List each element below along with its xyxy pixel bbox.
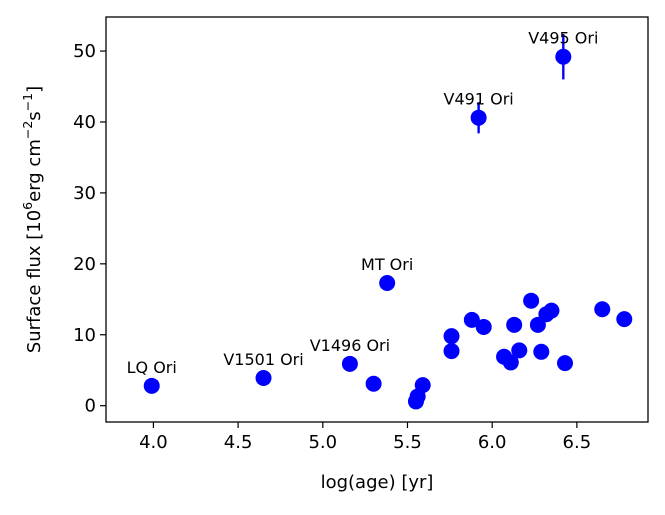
data-point <box>523 292 540 309</box>
data-point <box>443 328 460 345</box>
y-label-sup-3: −1 <box>20 93 35 111</box>
point-annotation-label: V1496 Ori <box>310 336 390 355</box>
x-tick-label: 5.5 <box>393 432 422 453</box>
data-point <box>506 316 523 333</box>
y-tick-label: 0 <box>85 396 96 417</box>
point-annotation-label: V495 Ori <box>528 29 598 48</box>
data-marks <box>143 34 633 410</box>
y-tick-label: 10 <box>73 325 96 346</box>
data-point <box>502 354 519 371</box>
x-tick-label: 6.0 <box>478 432 507 453</box>
plot-frame <box>105 16 649 423</box>
y-axis-ticks: 0 10 20 30 40 50 <box>73 41 106 417</box>
point-annotations: LQ Ori V1501 Ori V1496 Ori MT Ori V491 Ori V4… <box>127 29 599 377</box>
y-label-sup-2: −2 <box>20 121 35 139</box>
x-tick-label: 4.5 <box>224 432 253 453</box>
x-tick-label: 4.0 <box>139 432 168 453</box>
data-point <box>255 370 272 387</box>
data-point <box>555 48 572 65</box>
data-point <box>443 343 460 360</box>
y-tick-label: 20 <box>73 254 96 275</box>
y-label-suffix: ] <box>24 86 45 93</box>
data-point <box>511 342 528 359</box>
data-point <box>557 355 574 372</box>
data-point <box>529 316 546 333</box>
x-axis-ticks: 4.0 4.5 5.0 5.5 6.0 6.5 <box>139 422 591 453</box>
data-point <box>616 311 633 328</box>
data-point <box>470 109 487 126</box>
data-point <box>543 302 560 319</box>
y-tick-label: 40 <box>73 112 96 133</box>
point-annotation-label: V1501 Ori <box>223 350 303 369</box>
data-point <box>533 343 550 360</box>
y-label-prefix: Surface flux [10 <box>24 210 45 353</box>
data-point <box>475 318 492 335</box>
point-annotation-label: MT Ori <box>361 255 413 274</box>
data-point <box>414 377 431 394</box>
y-label-sup-1: 6 <box>20 202 35 210</box>
x-tick-label: 6.5 <box>563 432 592 453</box>
y-label-unit-erg: erg cm <box>24 139 45 202</box>
y-tick-label: 30 <box>73 183 96 204</box>
data-point <box>143 377 160 394</box>
y-label-unit-s: s <box>24 111 45 120</box>
data-point <box>379 274 396 291</box>
data-point <box>341 355 358 372</box>
data-point <box>594 301 611 318</box>
data-point <box>463 311 480 328</box>
x-tick-label: 5.0 <box>308 432 337 453</box>
x-axis-label: log(age) [yr] <box>321 472 434 493</box>
y-axis-label: Surface flux [106erg cm−2s−1] <box>20 86 45 353</box>
point-annotation-label: LQ Ori <box>127 358 177 377</box>
y-tick-label: 50 <box>73 41 96 62</box>
data-point <box>365 375 382 392</box>
point-annotation-label: V491 Ori <box>444 90 514 109</box>
